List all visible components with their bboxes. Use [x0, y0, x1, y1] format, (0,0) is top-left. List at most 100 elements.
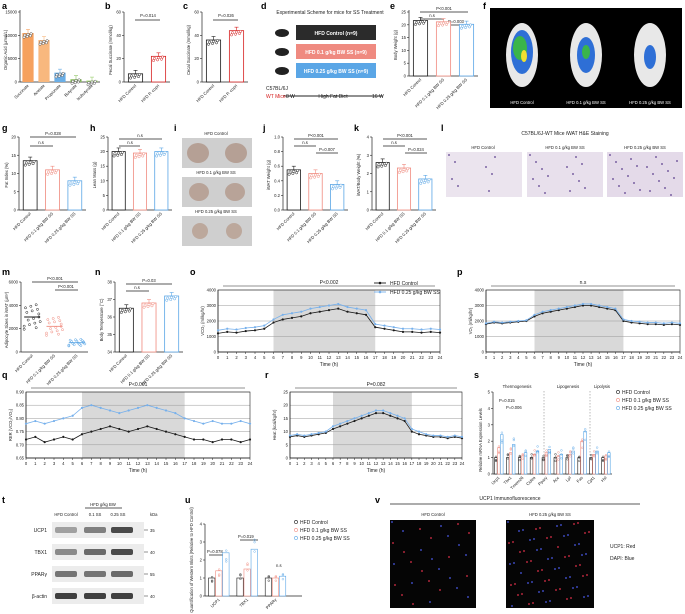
x-tick-label: 5 — [263, 355, 266, 360]
nucleus — [658, 180, 660, 182]
bar-2 — [164, 295, 180, 353]
series-point — [230, 438, 233, 441]
bar-2 — [458, 23, 475, 77]
panel-e: Body Weight (g) P<0.001 n.s P=0.003 0 5 10… — [393, 6, 478, 110]
s-legend-high: HFD 0.25 g/kg BW SS — [622, 406, 672, 412]
data-point — [442, 21, 445, 25]
panel-label-n: n — [95, 267, 101, 277]
legend-marker-control — [378, 281, 382, 285]
data-point — [554, 456, 557, 459]
data-point — [161, 55, 164, 59]
series-point — [346, 419, 349, 423]
data-point — [77, 78, 81, 82]
series-point — [573, 304, 577, 307]
series-point — [263, 324, 266, 327]
data-point — [533, 454, 536, 457]
bar — [215, 570, 223, 597]
series-point — [374, 412, 378, 415]
x-tick-label: 0 — [25, 461, 28, 466]
fluorescence-dot — [513, 562, 515, 564]
data-point — [267, 575, 270, 578]
y-axis-label: VCO₂ (ml/kg/hr) — [200, 306, 205, 336]
bar — [500, 434, 504, 475]
d-group-high: HFD 0.25 g/kg BW SS (n=9) — [304, 69, 369, 75]
fluorescence-dot — [542, 590, 544, 592]
bar — [264, 577, 272, 597]
series-point — [118, 427, 121, 431]
mouse-icon — [275, 48, 289, 56]
data-point — [253, 550, 256, 553]
series-point — [360, 417, 363, 420]
nucleus — [566, 166, 568, 168]
x-tick-label: 3 — [245, 355, 248, 360]
series-point — [300, 310, 303, 313]
x-tick-label: 19 — [201, 461, 206, 466]
data-point — [542, 458, 545, 462]
v-group-high: HFD 0.25 g/kg BW SS — [529, 512, 571, 517]
x-tick-label: 21 — [410, 355, 415, 360]
nucleus — [670, 194, 672, 196]
f-group-high: HFD 0.25 g/kg BW SS — [629, 100, 671, 105]
data-point — [292, 169, 296, 173]
data-point — [59, 322, 63, 326]
panel-label-o: o — [190, 267, 196, 277]
c-ylabel: Cecal Succinate (mmol/kg) — [186, 24, 191, 75]
o-legend-control: HFD Control — [390, 281, 418, 287]
series-point — [589, 302, 593, 306]
data-point — [415, 21, 418, 24]
series-point — [374, 409, 378, 412]
nucleus — [609, 154, 611, 156]
panel-m: Adipocyte Sizes in iWAT (μm²) P<0.001 P<… — [4, 276, 88, 386]
bar — [250, 548, 258, 597]
y-tick-label: 20 — [401, 22, 406, 27]
x-tick-label: 2 — [43, 461, 46, 466]
panel-label-v: v — [375, 495, 380, 505]
fluorescence-dot — [538, 591, 540, 593]
j-bars — [286, 165, 345, 211]
blot-band — [84, 593, 106, 599]
l-group-high: HFD 0.25 g/kg BW SS — [624, 145, 666, 150]
blot-band — [111, 593, 133, 599]
series-point — [136, 406, 140, 409]
series-point — [248, 422, 252, 425]
x-tick-label: 13 — [336, 355, 341, 360]
fluorescence-dot — [412, 603, 414, 605]
d-group-control: HFD Control (n=9) — [315, 31, 358, 37]
o-legend-ss: HFD 0.25 g/kg BW SS — [390, 290, 440, 296]
data-point — [128, 307, 132, 311]
x-tick-label: 24 — [438, 355, 443, 360]
panel-b: Fecal Succinate (mmol/kg) P=0.014 0 20 40 6… — [108, 10, 170, 103]
series-point — [318, 305, 321, 309]
panel-d: Experimental Scheme for mice for SS Trea… — [266, 10, 384, 100]
series-point — [202, 438, 205, 441]
data-point — [69, 181, 73, 185]
series-point — [389, 412, 392, 415]
bar — [529, 457, 534, 475]
fluorescence-dot — [578, 543, 580, 545]
series-point — [367, 412, 370, 415]
protein-label: UCP1 — [34, 528, 48, 534]
series-point — [598, 304, 601, 307]
panel-label-s: s — [474, 370, 479, 380]
fluorescence-dot — [555, 589, 557, 591]
u-p-ucp1: P=0.078 — [207, 549, 223, 554]
series-point — [127, 430, 130, 433]
fluorescence-dot — [585, 553, 587, 555]
x-tick-label: 18 — [382, 355, 387, 360]
u-yticks: 0 1 2 3 4 — [200, 522, 205, 599]
x-tick-label: 7 — [339, 461, 342, 466]
x-axis-label: Time (h) — [320, 362, 339, 368]
y-tick-label: 35 — [107, 332, 112, 337]
y-tick-label: 20 — [100, 149, 105, 154]
series-point — [589, 304, 593, 307]
legend-marker-ss — [378, 290, 382, 294]
nucleus — [630, 158, 632, 160]
x-tick-label: HFD Control — [100, 211, 120, 231]
x-tick-label: HFD Control — [364, 211, 384, 231]
bar — [580, 440, 584, 475]
data-point — [461, 24, 464, 28]
y-tick-label: 0.90 — [16, 390, 25, 395]
x-tick-label: 24 — [460, 461, 465, 466]
series-point — [192, 438, 196, 441]
series-point — [310, 433, 313, 436]
